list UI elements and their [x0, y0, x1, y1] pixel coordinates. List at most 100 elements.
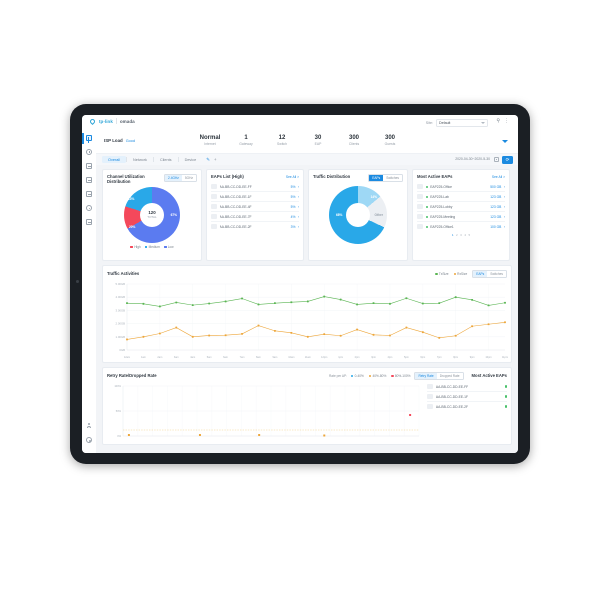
tab-divider [126, 157, 128, 162]
user-icon [86, 423, 92, 429]
device-thumb-icon [417, 194, 423, 200]
see-all-link[interactable]: See All > [285, 174, 299, 179]
list-item[interactable]: AA-BB-CC-DD-EE-2F 3% › [211, 222, 299, 231]
legend-low: Low [163, 245, 174, 249]
status-dot [425, 205, 428, 208]
retry-rate-chart: 100% 50% 0% [107, 382, 423, 444]
kpi-value: Normal [199, 135, 221, 141]
device-thumb-icon [211, 204, 217, 210]
list-item[interactable]: AA-BB-CC-DD-EE-FF [427, 382, 507, 392]
toggle-eaps[interactable]: EAPs [473, 271, 488, 277]
retry-rate-plot: 100% 50% 0% [114, 384, 420, 438]
list-item[interactable]: EAP225-Office1 100 GB › [417, 222, 505, 231]
device-name: EAP225-Office [430, 184, 452, 189]
sidebar-item-account[interactable] [82, 419, 96, 433]
card-title: Traffic Distribution [313, 174, 351, 179]
brand-divider [115, 118, 117, 124]
device-mac: AA-BB-CC-DD-EE-1F [435, 394, 468, 399]
sidebar-item-logs[interactable] [82, 215, 96, 229]
list-item[interactable]: EAP225-Office 500 GB › [417, 182, 505, 193]
eaps-list-card: EAPs List (High) See All > AA-BB-CC-DD-E… [206, 169, 304, 261]
donut-label-other: Other [374, 213, 383, 217]
brand-logo[interactable]: tp-link omada [90, 118, 135, 124]
svg-text:5.00GB: 5.00GB [116, 282, 126, 286]
list-item[interactable]: EAP225-Meeting 123 GB › [417, 212, 505, 223]
page-1[interactable]: 1 [451, 233, 454, 238]
svg-text:1.00GB: 1.00GB [116, 335, 126, 339]
list-item[interactable]: AA-BB-CC-DD-EE-4F 5% › [211, 202, 299, 213]
tab-network[interactable]: Network [133, 157, 147, 162]
legend-txsize[interactable]: TxSize [435, 272, 449, 276]
list-item[interactable]: AA-BB-CC-DD-EE-1F [427, 392, 507, 402]
svg-text:10pm: 10pm [485, 356, 491, 359]
site-selector[interactable]: Site: Default [426, 118, 488, 127]
sidebar-item-insight[interactable] [82, 187, 96, 201]
page-4[interactable]: 4 [464, 233, 466, 238]
svg-text:9am: 9am [272, 356, 277, 359]
donut-label-primary: 68% [336, 213, 343, 217]
edit-icon[interactable]: ✎ [206, 156, 210, 162]
sidebar-item-statistics[interactable] [82, 145, 96, 159]
list-item[interactable]: AA-BB-CC-DD-EE-2F [427, 402, 507, 411]
sidebar-item-devices[interactable] [82, 159, 96, 173]
toggle-2ghz[interactable]: 2.4GHz [165, 175, 182, 181]
device-value: 5% [290, 184, 296, 189]
toggle-switches[interactable]: Switches [487, 271, 506, 277]
tablet-screen: tp-link omada Site: Default ⚲ ⋮ [82, 115, 518, 453]
traffic-activities-plot: 5.00GB 4.00GB 3.00GB 2.00GB 1.00GB 0GB 12am 1am… [116, 282, 509, 359]
device-name: EAP225-Meeting [430, 214, 456, 219]
gear-icon [85, 436, 93, 444]
page-5[interactable]: 5 [468, 233, 471, 238]
list-item[interactable]: AA-BB-CC-DD-EE-1F 5% › [211, 192, 299, 203]
retry-legend: 0-40% 40%-80% 80%-100% [351, 374, 410, 378]
more-icon[interactable]: ⋮ [504, 118, 509, 124]
search-icon[interactable]: ⚲ [496, 118, 500, 124]
traffic-type-toggle[interactable]: EAPs Switches [368, 174, 403, 182]
page-3[interactable]: 3 [460, 233, 462, 238]
date-range-label[interactable]: 2020-04-30~2020-5-30 [455, 157, 490, 161]
svg-text:12am: 12am [124, 356, 130, 359]
toggle-eaps[interactable]: EAPs [369, 175, 384, 181]
sidebar-item-map[interactable] [82, 201, 96, 215]
toggle-switches[interactable]: Switches [383, 175, 402, 181]
list-item[interactable]: AA-BB-CC-DD-EE-7F 4% › [211, 212, 299, 223]
side-panel-title: Most Active EAPs [471, 373, 507, 379]
tab-clients[interactable]: Clients [159, 157, 172, 162]
pagination[interactable]: 1 2 3 4 5 [417, 233, 505, 237]
sidebar-item-dashboard[interactable] [82, 131, 96, 145]
see-all-link[interactable]: See All > [491, 174, 505, 179]
toggle-dropped-rate[interactable]: Dropped Rate [436, 373, 463, 379]
list-item[interactable]: EAP225-Lab 123 GB › [417, 192, 505, 203]
page-2[interactable]: 2 [455, 233, 458, 238]
grid-icon [86, 135, 92, 144]
legend-mid-band: 40%-80% [368, 374, 386, 378]
chevron-down-icon[interactable] [502, 140, 508, 143]
device-traffic: 500 GB [490, 184, 502, 189]
device-mac: AA-BB-CC-DD-EE-4F [219, 204, 252, 209]
tab-device[interactable]: Device [184, 157, 197, 162]
device-value: 5% [290, 204, 296, 209]
list-item[interactable]: AA-BB-CC-DD-EE-FF 5% › [211, 182, 299, 193]
sidebar-item-clients[interactable] [82, 173, 96, 187]
calendar-icon[interactable] [494, 157, 499, 162]
toggle-retry-rate[interactable]: Retry Rate [415, 373, 437, 379]
retry-toggle[interactable]: Retry Rate Dropped Rate [414, 372, 464, 380]
legend-rxsize[interactable]: RxSize [453, 272, 467, 276]
band-toggle[interactable]: 2.4GHz 5GHz [164, 174, 197, 182]
device-mac: AA-BB-CC-DD-EE-1F [219, 194, 252, 199]
toggle-5ghz[interactable]: 5GHz [181, 175, 196, 181]
traffic-activities-toggle[interactable]: EAPs Switches [472, 270, 507, 278]
list-item[interactable]: EAP225-Lobby 123 GB › [417, 202, 505, 213]
svg-text:5am: 5am [207, 356, 212, 359]
svg-text:1am: 1am [141, 356, 146, 359]
kpi-clients: 300 Clients [336, 134, 372, 147]
pie-icon [85, 148, 93, 156]
device-thumb-icon [417, 214, 423, 220]
sidebar-item-settings[interactable] [82, 433, 96, 447]
tab-overall[interactable]: Overall [102, 156, 127, 163]
refresh-button[interactable]: ⟳ [502, 156, 513, 164]
svg-text:7am: 7am [240, 356, 245, 359]
site-dropdown[interactable]: Default [436, 118, 488, 127]
channel-donut-chart: 67% 13% 20% 120 TOTAL [124, 186, 180, 243]
plus-icon[interactable]: + [213, 157, 217, 162]
